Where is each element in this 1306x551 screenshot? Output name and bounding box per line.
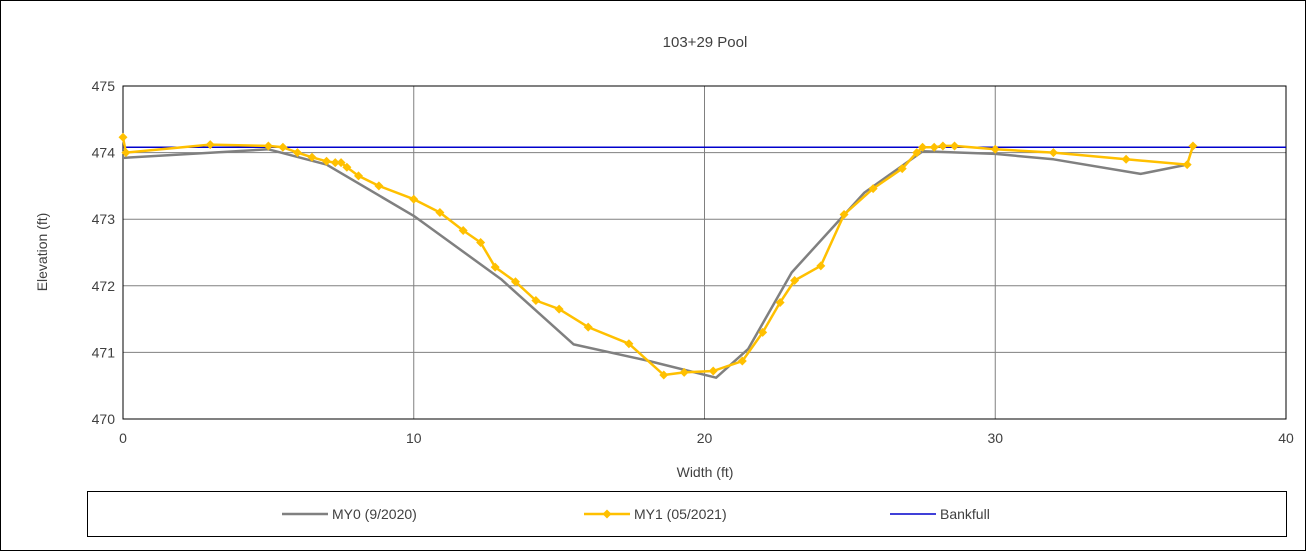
y-axis-label: Elevation (ft) <box>34 213 50 292</box>
data-point-marker <box>554 304 564 314</box>
data-point-marker <box>490 262 500 272</box>
data-point-marker <box>868 184 878 194</box>
tick-labels: 0 10 20 30 40 470 471 472 473 474 475 <box>92 78 1294 446</box>
data-point-marker <box>435 208 445 218</box>
data-point-marker <box>1121 154 1131 164</box>
data-point-marker <box>708 366 718 376</box>
plot-area <box>122 85 1287 420</box>
y-tick-label: 473 <box>92 211 116 227</box>
data-point-marker <box>263 141 273 151</box>
data-point-marker <box>336 158 346 168</box>
data-point-marker <box>929 142 939 152</box>
legend-marker <box>602 509 612 519</box>
data-point-marker <box>458 226 468 236</box>
data-point-marker <box>342 162 352 172</box>
data-point-marker <box>1048 148 1058 158</box>
data-point-marker <box>816 261 826 271</box>
data-point-marker <box>583 322 593 332</box>
data-point-marker <box>938 141 948 151</box>
data-point-marker <box>897 164 907 174</box>
data-point-marker <box>531 295 541 305</box>
series-layer <box>118 132 1286 380</box>
x-tick-label: 40 <box>1278 430 1294 446</box>
data-point-marker <box>118 132 128 142</box>
data-point-marker <box>307 152 317 162</box>
data-point-marker <box>1188 141 1198 151</box>
data-point-marker <box>839 210 849 220</box>
data-point-marker <box>950 141 960 151</box>
y-tick-label: 474 <box>92 145 116 161</box>
data-point-marker <box>624 339 634 349</box>
chart-title: 103+29 Pool <box>663 34 748 51</box>
data-point-marker <box>121 148 131 158</box>
data-point-marker <box>374 181 384 191</box>
data-point-marker <box>1182 160 1192 170</box>
data-point-marker <box>292 148 302 158</box>
x-tick-label: 10 <box>406 430 422 446</box>
x-tick-label: 30 <box>987 430 1003 446</box>
legend-label: MY0 (9/2020) <box>332 506 417 522</box>
data-point-marker <box>790 275 800 285</box>
data-point-marker <box>409 194 419 204</box>
data-point-marker <box>737 356 747 366</box>
data-point-marker <box>918 142 928 152</box>
data-point-marker <box>330 158 340 168</box>
data-point-marker <box>679 367 689 377</box>
data-point-marker <box>511 277 521 287</box>
data-point-marker <box>476 238 486 248</box>
legend: MY0 (9/2020) MY1 (05/2021) Bankfull <box>282 506 990 522</box>
x-tick-label: 0 <box>119 430 127 446</box>
x-axis-label: Width (ft) <box>677 464 734 480</box>
x-tick-label: 20 <box>697 430 713 446</box>
legend-label: MY1 (05/2021) <box>634 506 727 522</box>
y-tick-label: 470 <box>92 411 116 427</box>
data-point-marker <box>775 297 785 307</box>
y-tick-label: 472 <box>92 278 116 294</box>
legend-label: Bankfull <box>940 506 990 522</box>
data-point-marker <box>990 144 1000 154</box>
data-point-marker <box>758 327 768 337</box>
y-tick-label: 475 <box>92 78 116 94</box>
data-point-marker <box>354 171 364 181</box>
data-point-marker <box>322 156 332 166</box>
data-point-marker <box>278 142 288 152</box>
series-1 <box>118 132 1198 380</box>
data-point-marker <box>912 148 922 158</box>
y-tick-label: 471 <box>92 344 116 360</box>
data-point-marker <box>205 140 215 150</box>
data-point-marker <box>659 370 669 380</box>
